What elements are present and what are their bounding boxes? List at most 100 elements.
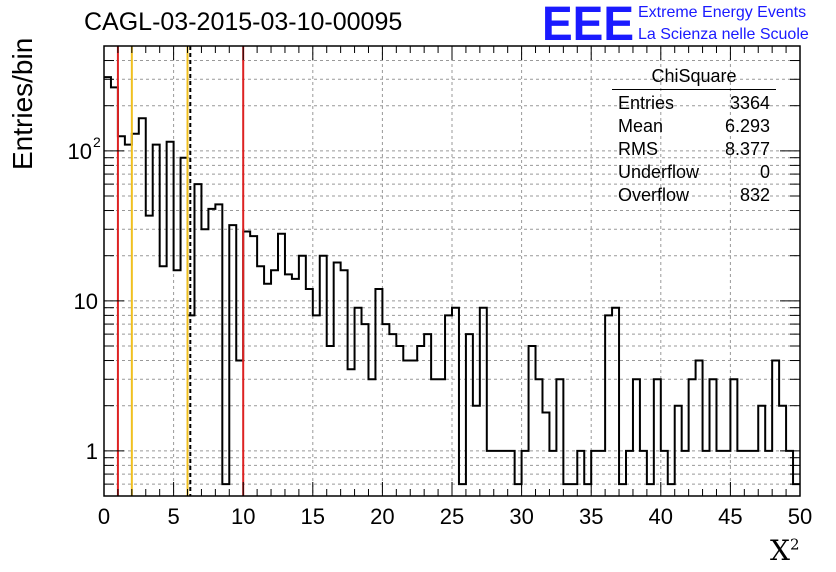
x-tick-label: 35 (579, 504, 603, 529)
logo-caption: Extreme Energy Events La Scienza nelle S… (638, 2, 809, 46)
stats-value: 3364 (729, 93, 770, 113)
histogram-bin (723, 451, 730, 496)
histogram-bin (320, 256, 327, 496)
histogram-bin (299, 256, 306, 496)
histogram-bin (696, 361, 703, 496)
x-tick-label: 40 (649, 504, 673, 529)
histogram-bin (174, 270, 181, 496)
histogram-bin (389, 334, 396, 496)
histogram-bin (682, 451, 689, 496)
stats-label: RMS (618, 139, 658, 159)
histogram-bin (668, 484, 675, 496)
histogram-bin (132, 134, 139, 496)
x-tick-label: 10 (231, 504, 255, 529)
stats-row: Entries 3364 (612, 92, 776, 115)
histogram-series (104, 76, 800, 496)
histogram-bin (473, 406, 480, 496)
histogram-bin (633, 379, 640, 496)
histogram-bin (208, 209, 215, 496)
histogram-bin (313, 315, 320, 496)
histogram-bin (703, 451, 710, 496)
stats-value: 6.293 (724, 116, 770, 136)
logo-line-2: La Scienza nelle Scuole (638, 26, 809, 43)
histogram-bin (236, 361, 243, 496)
x-tick-label: 30 (509, 504, 533, 529)
histogram-bin (368, 379, 375, 496)
y-axis-label: Entries/bin (7, 37, 38, 170)
histogram-bin (487, 451, 494, 496)
histogram-bin (215, 204, 222, 496)
histogram-bin (403, 361, 410, 496)
reference-lines (116, 46, 245, 496)
histogram-bin (556, 379, 563, 496)
histogram-bin (264, 284, 271, 496)
logo-line-1: Extreme Energy Events (638, 4, 807, 21)
histogram-bin (480, 308, 487, 496)
histogram-bin (570, 484, 577, 496)
histogram-bin (243, 231, 250, 496)
histogram-bin (306, 289, 313, 496)
histogram-bin (118, 136, 125, 496)
y-tick-label: 10 (74, 289, 98, 314)
histogram-bin (278, 234, 285, 496)
histogram-bin (285, 274, 292, 496)
histogram-bin (689, 379, 696, 496)
histogram-bin (104, 77, 111, 496)
histogram-bin (348, 369, 355, 496)
histogram-bin (153, 145, 160, 496)
stats-row: RMS 8.377 (612, 138, 776, 161)
x-tick-label: 20 (370, 504, 394, 529)
y-tick-label: 1 (86, 439, 98, 464)
histogram-bin (654, 379, 661, 496)
histogram-bin (647, 484, 654, 496)
histogram-bin (716, 451, 723, 496)
histogram-bin (772, 361, 779, 496)
histogram-bin (501, 451, 508, 496)
stats-value: 832 (739, 185, 770, 205)
histogram-bin (334, 263, 341, 496)
svg-text:EEE: EEE (542, 2, 634, 46)
stats-box: ChiSquare Entries 3364 Mean 6.293 RMS 8.377… (612, 66, 776, 207)
histogram-bin (424, 334, 431, 496)
histogram-bin (410, 361, 417, 496)
histogram-bin (591, 451, 598, 496)
stats-row: Overflow 832 (612, 184, 776, 207)
histogram-bin (257, 266, 264, 496)
histogram-bin (563, 484, 570, 496)
histogram-bin (181, 158, 188, 496)
histogram-bin (612, 308, 619, 496)
x-axis-label: X2 (770, 534, 800, 567)
x-tick-label: 15 (301, 504, 325, 529)
histogram-bin (584, 484, 591, 496)
histogram-bin (111, 87, 118, 496)
histogram-bin (737, 451, 744, 496)
histogram-bin (751, 451, 758, 496)
histogram-bin (605, 315, 612, 496)
x-tick-label: 25 (440, 504, 464, 529)
x-tick-label: 45 (718, 504, 742, 529)
histogram-bin (222, 484, 229, 496)
histogram-bin (515, 484, 522, 496)
histogram-bin (730, 379, 737, 496)
histogram-bin (271, 270, 278, 496)
stats-label: Overflow (618, 185, 690, 205)
histogram-bin (167, 142, 174, 496)
histogram-bin (452, 308, 459, 496)
stats-label: Mean (618, 116, 664, 136)
histogram-bin (396, 346, 403, 496)
histogram-bin (466, 334, 473, 496)
x-tick-label: 0 (98, 504, 110, 529)
histogram-bin (194, 184, 201, 496)
y-tick-exponent: 2 (93, 134, 101, 150)
histogram-bin (640, 451, 647, 496)
x-tick-label: 50 (788, 504, 812, 529)
histogram-bin (201, 229, 208, 496)
stats-label: Entries (618, 93, 675, 113)
stats-value: 8.377 (724, 139, 770, 159)
histogram-bin (494, 451, 501, 496)
histogram-bin (445, 315, 452, 496)
histogram-bin (765, 451, 772, 496)
histogram-bin (375, 289, 382, 496)
